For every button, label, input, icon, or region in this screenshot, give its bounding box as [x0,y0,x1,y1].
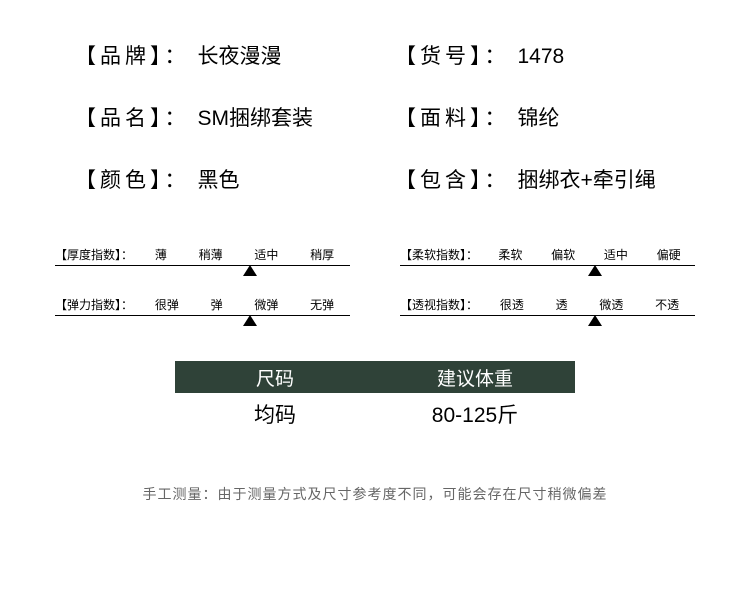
transparency-options: 很透 透 微透 不透 [484,296,695,313]
index-col-left: 【厚度指数】： 薄 稍薄 适中 稍厚 【弹力指数】： 很弹 弹 微弹 无弹 [55,246,350,346]
softness-opt: 偏软 [551,246,575,263]
spec-name: 【品名】： SM捆绑套装 [75,102,395,132]
elasticity-opt: 弹 [211,296,223,313]
softness-marker-icon [588,265,602,276]
includes-value: 捆绑衣+牵引绳 [518,164,656,194]
spec-row-3: 【颜色】： 黑色 【包含】： 捆绑衣+牵引绳 [75,164,675,194]
sku-value: 1478 [518,45,565,69]
softness-index: 【柔软指数】： 柔软 偏软 适中 偏硬 [400,246,695,266]
index-col-right: 【柔软指数】： 柔软 偏软 适中 偏硬 【透视指数】： 很透 透 微透 不透 [400,246,695,346]
color-value: 黑色 [198,164,240,194]
softness-title: 【柔软指数】： [400,246,478,263]
includes-label: 【包含】： [395,164,510,194]
elasticity-opt: 微弹 [254,296,278,313]
thickness-title: 【厚度指数】： [55,246,133,263]
thickness-marker-icon [243,265,257,276]
softness-opt: 适中 [604,246,628,263]
thickness-opt: 稍薄 [199,246,223,263]
transparency-opt: 很透 [500,296,524,313]
brand-value: 长夜漫漫 [198,40,282,70]
elasticity-index: 【弹力指数】： 很弹 弹 微弹 无弹 [55,296,350,316]
name-label: 【品名】： [75,102,190,132]
transparency-opt: 透 [556,296,568,313]
softness-options: 柔软 偏软 适中 偏硬 [484,246,695,263]
material-label: 【面料】： [395,102,510,132]
name-value: SM捆绑套装 [198,102,314,132]
brand-label: 【品牌】： [75,40,190,70]
size-table-body: 均码 80-125斤 [175,393,575,429]
spec-brand: 【品牌】： 长夜漫漫 [75,40,395,70]
softness-opt: 偏硬 [657,246,681,263]
elasticity-marker-icon [243,315,257,326]
spec-row-1: 【品牌】： 长夜漫漫 【货号】： 1478 [75,40,675,70]
softness-opt: 柔软 [498,246,522,263]
transparency-marker-icon [588,315,602,326]
elasticity-title: 【弹力指数】： [55,296,133,313]
size-table-header: 尺码 建议体重 [175,361,575,393]
weight-col-header: 建议体重 [375,364,575,391]
measurement-note: 手工测量：由于测量方式及尺寸参考度不同，可能会存在尺寸稍微偏差 [0,484,750,504]
spec-row-2: 【品名】： SM捆绑套装 【面料】： 锦纶 [75,102,675,132]
transparency-title: 【透视指数】： [400,296,478,313]
material-value: 锦纶 [518,102,560,132]
thickness-opt: 适中 [254,246,278,263]
elasticity-opt: 无弹 [310,296,334,313]
elasticity-opt: 很弹 [155,296,179,313]
size-col-header: 尺码 [175,364,375,391]
spec-includes: 【包含】： 捆绑衣+牵引绳 [395,164,675,194]
spec-grid: 【品牌】： 长夜漫漫 【货号】： 1478 【品名】： SM捆绑套装 【面料】：… [0,0,750,194]
thickness-options: 薄 稍薄 适中 稍厚 [139,246,350,263]
spec-sku: 【货号】： 1478 [395,40,675,70]
sku-label: 【货号】： [395,40,510,70]
index-section: 【厚度指数】： 薄 稍薄 适中 稍厚 【弹力指数】： 很弹 弹 微弹 无弹 [0,226,750,346]
size-value: 均码 [175,399,375,429]
spec-material: 【面料】： 锦纶 [395,102,675,132]
spec-color: 【颜色】： 黑色 [75,164,395,194]
transparency-opt: 不透 [655,296,679,313]
weight-value: 80-125斤 [375,399,575,429]
color-label: 【颜色】： [75,164,190,194]
transparency-index: 【透视指数】： 很透 透 微透 不透 [400,296,695,316]
thickness-opt: 薄 [155,246,167,263]
elasticity-options: 很弹 弹 微弹 无弹 [139,296,350,313]
size-table: 尺码 建议体重 均码 80-125斤 [175,361,575,429]
thickness-opt: 稍厚 [310,246,334,263]
thickness-index: 【厚度指数】： 薄 稍薄 适中 稍厚 [55,246,350,266]
transparency-opt: 微透 [599,296,623,313]
